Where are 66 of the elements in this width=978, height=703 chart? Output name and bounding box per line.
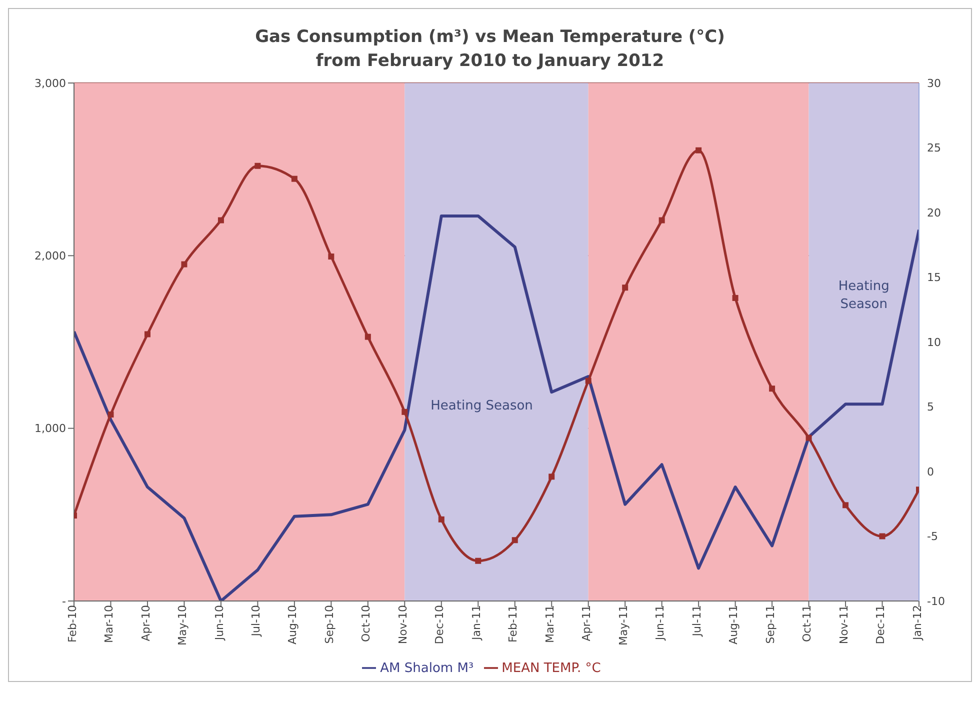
point <box>181 261 188 268</box>
point <box>254 162 261 169</box>
y-tick-label: 2,000 <box>34 250 66 263</box>
point <box>806 434 812 441</box>
point <box>842 502 849 508</box>
x-tick-label: Oct-10 <box>360 605 373 642</box>
x-tick-label: Jan-12 <box>910 605 924 641</box>
y2-tick-label: -10 <box>927 594 945 608</box>
y2-tick-label: 25 <box>927 142 941 155</box>
point <box>291 176 298 182</box>
point <box>696 147 702 154</box>
x-tick-label: Jun-11 <box>654 605 667 642</box>
y2-tick-label: 5 <box>927 400 934 414</box>
x-tick-label: Dec-11 <box>874 605 888 644</box>
y2-tick-label: 30 <box>927 76 941 90</box>
y-tick-label: 3,000 <box>34 76 66 90</box>
x-tick-label: Jun-10 <box>212 605 226 642</box>
x-tick-label: Mar-10 <box>102 605 116 644</box>
x-tick-label: Apr-10 <box>139 605 152 642</box>
point <box>364 334 371 340</box>
point <box>144 331 150 338</box>
point <box>402 408 408 415</box>
line-series <box>74 147 919 564</box>
x-tick-label: May-11 <box>616 605 630 646</box>
x-tick-label: Jul-10 <box>250 605 263 638</box>
point <box>769 386 776 392</box>
x-tick-label: May-10 <box>176 605 190 646</box>
chart-subtitle: from February 2010 to January 2012 <box>314 51 666 71</box>
legend-label: AM Shalom M³ <box>380 661 474 676</box>
point <box>218 217 224 224</box>
y-tick-label: 1,000 <box>34 422 66 436</box>
y-tick-label: - <box>62 594 66 608</box>
x-tick-label: Jul-11 <box>690 605 704 638</box>
x-tick-label: Aug-11 <box>727 605 740 644</box>
y2-tick-label: -5 <box>927 530 938 544</box>
point <box>548 474 555 480</box>
x-tick-label: Apr-11 <box>580 605 594 642</box>
point <box>622 284 628 291</box>
point <box>475 558 482 564</box>
chart-title: Gas Consumption (m³) vs Mean Temperature (°C) <box>254 27 726 47</box>
point <box>438 516 444 522</box>
x-tick-label: Feb-11 <box>506 605 520 642</box>
point <box>108 412 114 418</box>
point <box>732 294 738 301</box>
x-tick-label: Sep-10 <box>322 605 336 644</box>
y2-tick-label: 15 <box>927 271 941 284</box>
x-tick-label: Sep-11 <box>764 605 777 644</box>
x-tick-label: Feb-10 <box>66 605 79 642</box>
y2-tick-label: 20 <box>927 206 941 220</box>
point <box>512 537 518 544</box>
point <box>658 217 665 224</box>
y2-tick-label: 10 <box>927 336 941 349</box>
y2-tick-label: 0 <box>927 465 934 478</box>
point <box>328 254 334 260</box>
x-tick-label: Jan-11 <box>470 605 483 641</box>
point <box>879 533 886 540</box>
legend-label: MEAN TEMP. °C <box>502 661 601 676</box>
point <box>585 378 592 384</box>
x-tick-label: Mar-11 <box>543 605 556 644</box>
band-label: Heating Season <box>430 398 533 414</box>
band-label: Heating Season <box>838 279 890 312</box>
x-tick-label: Dec-10 <box>433 605 446 644</box>
x-tick-label: Nov-11 <box>837 605 850 644</box>
x-tick-label: Oct-11 <box>800 605 814 642</box>
x-tick-label: Nov-10 <box>396 605 410 644</box>
x-tick-label: Aug-10 <box>286 605 300 644</box>
